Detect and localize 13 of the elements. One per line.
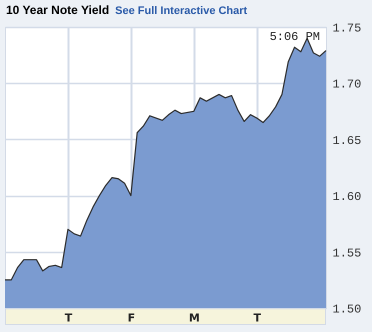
x-tick-label: F [128, 312, 136, 324]
y-tick-label: 1.50 [332, 302, 362, 316]
y-tick-label: 1.65 [332, 134, 362, 148]
y-tick-label: 1.55 [332, 246, 362, 260]
y-tick-label: 1.70 [332, 78, 362, 92]
x-tick-label: M [188, 312, 200, 324]
y-tick-label: 1.60 [332, 190, 362, 204]
chart-subtitle: See Full Interactive Chart [115, 5, 248, 17]
y-tick-label: 1.75 [332, 22, 362, 36]
x-tick-label: T [254, 312, 262, 324]
x-tick-label: T [64, 312, 73, 324]
chart-title: 10 Year Note Yield [6, 3, 110, 17]
annotation: 5:06 PM [270, 30, 320, 44]
